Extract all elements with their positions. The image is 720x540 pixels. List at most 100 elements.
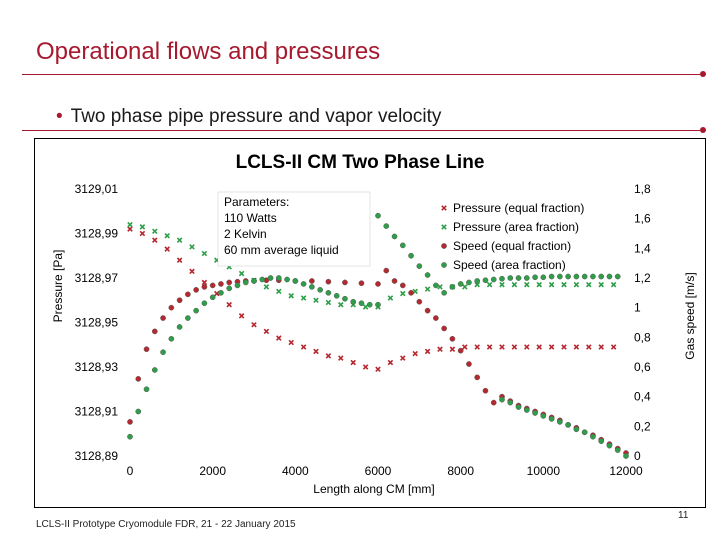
data-point-speed-equal-fraction xyxy=(185,291,191,298)
data-point-speed-area-fraction xyxy=(168,335,175,342)
bullet-icon: • xyxy=(56,106,63,127)
bullet-divider xyxy=(22,130,704,131)
data-point-speed-area-fraction xyxy=(292,278,299,284)
data-point-speed-area-fraction xyxy=(482,277,489,284)
data-point-speed-equal-fraction xyxy=(474,374,481,381)
legend-marker xyxy=(441,262,447,268)
data-point-speed-area-fraction xyxy=(540,274,547,281)
legend-marker xyxy=(441,205,447,211)
data-point-speed-area-fraction xyxy=(523,407,530,413)
data-point-speed-equal-fraction xyxy=(416,298,423,305)
chart-legend: Pressure (equal fraction) Pressure (area … xyxy=(430,196,608,272)
legend-label: Pressure (area fraction) xyxy=(453,220,579,234)
annotation-line: Parameters: xyxy=(224,195,289,209)
legend-label: Speed (equal fraction) xyxy=(453,239,571,253)
data-point-pressure-equal-fraction xyxy=(238,313,245,319)
data-point-pressure-equal-fraction xyxy=(226,301,232,308)
page-number: 11 xyxy=(678,510,689,521)
x-axis-label: Length along CM [mm] xyxy=(313,482,434,496)
data-point-pressure-equal-fraction xyxy=(536,344,542,350)
data-point-speed-equal-fraction xyxy=(482,387,489,394)
data-point-speed-area-fraction xyxy=(623,453,629,459)
annotation-line: 2 Kelvin xyxy=(224,227,267,241)
data-point-speed-area-fraction xyxy=(606,442,613,449)
data-point-pressure-equal-fraction xyxy=(164,246,170,252)
data-point-speed-area-fraction xyxy=(267,275,274,281)
data-point-speed-area-fraction xyxy=(598,273,605,280)
data-point-speed-area-fraction xyxy=(375,301,381,308)
data-point-speed-equal-fraction xyxy=(218,281,224,287)
data-point-pressure-area-fraction xyxy=(238,270,245,277)
data-point-speed-area-fraction xyxy=(507,275,514,281)
data-point-speed-area-fraction xyxy=(333,292,340,299)
data-point-pressure-equal-fraction xyxy=(573,344,580,350)
data-point-speed-equal-fraction xyxy=(127,419,133,425)
data-point-pressure-area-fraction xyxy=(263,284,270,290)
y2-tick-label: 0,8 xyxy=(634,330,651,344)
data-point-speed-equal-fraction xyxy=(325,278,332,285)
legend-item: Speed (area fraction) xyxy=(441,258,566,272)
data-point-speed-area-fraction xyxy=(275,275,282,281)
data-point-pressure-equal-fraction xyxy=(152,237,158,243)
data-point-speed-area-fraction xyxy=(193,307,199,314)
y2-axis-label: Gas speed [m/s] xyxy=(683,272,697,359)
parameters-annotation: Parameters: 110 Watts 2 Kelvin 60 mm averag… xyxy=(217,191,371,267)
data-point-pressure-equal-fraction xyxy=(511,344,518,350)
data-point-pressure-equal-fraction xyxy=(598,344,604,350)
data-point-speed-area-fraction xyxy=(515,275,522,281)
data-point-speed-area-fraction xyxy=(185,315,191,321)
y-tick-label: 3128,95 xyxy=(75,316,119,330)
y2-tick-label: 1 xyxy=(634,301,641,315)
x-tick-label: 8000 xyxy=(447,464,474,478)
data-point-speed-area-fraction xyxy=(590,273,596,280)
data-point-speed-equal-fraction xyxy=(391,278,398,284)
data-point-pressure-area-fraction xyxy=(511,281,518,288)
legend-label: Pressure (equal fraction) xyxy=(453,201,584,215)
data-point-speed-area-fraction xyxy=(160,349,166,356)
data-point-speed-area-fraction xyxy=(441,289,447,296)
data-point-speed-area-fraction xyxy=(499,396,505,403)
data-point-pressure-area-fraction xyxy=(424,286,431,292)
x-tick-label: 10000 xyxy=(527,464,561,478)
data-point-pressure-equal-fraction xyxy=(610,344,617,350)
data-point-pressure-equal-fraction xyxy=(176,257,183,263)
data-point-speed-equal-fraction xyxy=(490,399,497,406)
data-point-speed-equal-fraction xyxy=(383,267,390,274)
data-point-speed-area-fraction xyxy=(606,273,613,280)
data-point-pressure-equal-fraction xyxy=(561,344,567,350)
data-point-pressure-area-fraction xyxy=(548,281,555,288)
data-point-speed-area-fraction xyxy=(143,386,150,393)
data-point-speed-area-fraction xyxy=(251,278,257,284)
data-point-speed-area-fraction xyxy=(325,289,332,296)
data-point-speed-area-fraction xyxy=(573,426,580,433)
data-point-pressure-area-fraction xyxy=(586,281,592,288)
data-point-speed-equal-fraction xyxy=(375,281,381,287)
data-point-pressure-equal-fraction xyxy=(412,350,418,357)
data-point-pressure-area-fraction xyxy=(139,224,146,230)
data-point-speed-area-fraction xyxy=(391,233,398,240)
data-point-speed-equal-fraction xyxy=(358,280,365,287)
data-point-pressure-area-fraction xyxy=(598,281,604,288)
data-point-pressure-equal-fraction xyxy=(300,344,307,350)
y-tick-label: 3129,01 xyxy=(75,182,119,196)
data-point-speed-area-fraction xyxy=(300,281,307,287)
data-point-speed-area-fraction xyxy=(540,413,547,419)
data-point-pressure-equal-fraction xyxy=(400,355,406,361)
y2-tick-label: 1,2 xyxy=(634,271,651,285)
data-point-pressure-area-fraction xyxy=(573,281,580,288)
data-point-pressure-equal-fraction xyxy=(474,344,480,350)
y2-tick-label: 1,4 xyxy=(634,241,651,255)
data-point-pressure-area-fraction xyxy=(276,288,282,295)
y2-tick-label: 0 xyxy=(634,449,641,463)
data-point-speed-area-fraction xyxy=(317,287,323,293)
data-point-pressure-area-fraction xyxy=(338,301,344,308)
data-point-pressure-equal-fraction xyxy=(325,353,332,359)
data-point-pressure-area-fraction xyxy=(486,281,493,288)
data-point-pressure-area-fraction xyxy=(164,232,170,239)
data-point-speed-area-fraction xyxy=(201,300,208,307)
data-point-speed-area-fraction xyxy=(548,416,555,422)
bullet-text: Two phase pipe pressure and vapor veloci… xyxy=(70,106,442,127)
data-point-pressure-equal-fraction xyxy=(338,355,344,361)
